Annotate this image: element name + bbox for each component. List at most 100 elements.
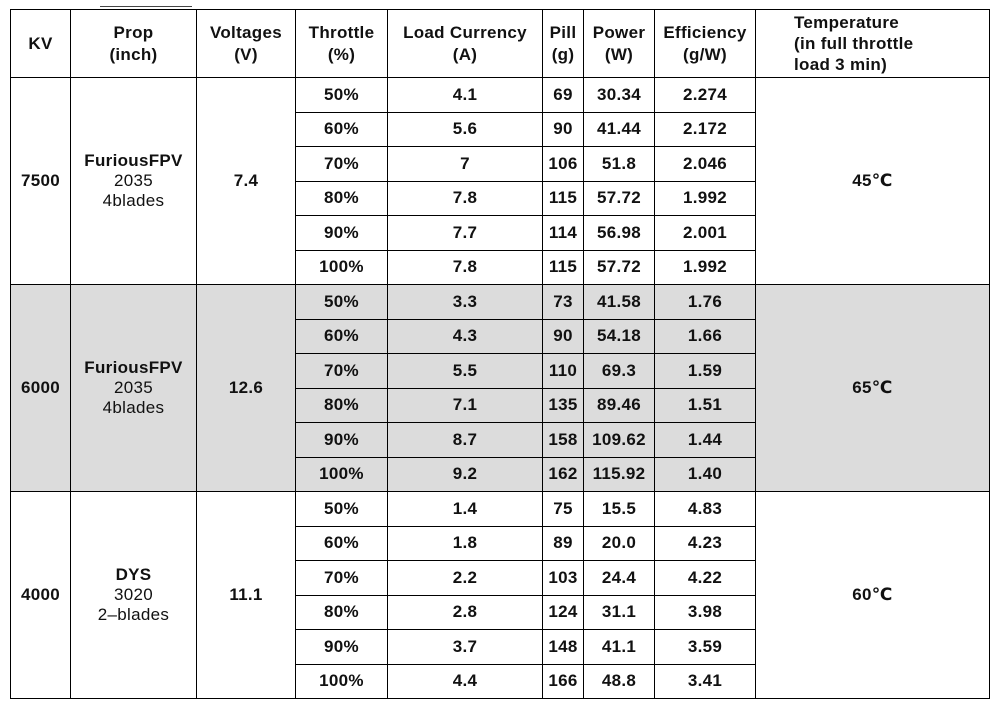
- efficiency-cell: 4.23: [654, 525, 756, 561]
- efficiency-cell: 1.44: [654, 422, 756, 458]
- current-cell: 4.3: [387, 318, 543, 354]
- current-cell: 8.7: [387, 422, 543, 458]
- pill-cell: 148: [542, 629, 584, 665]
- power-cell: 15.5: [583, 491, 655, 527]
- prop-size: 3020: [113, 585, 154, 604]
- throttle-cell: 80%: [295, 387, 388, 423]
- efficiency-cell: 3.41: [654, 663, 756, 699]
- pill-cell: 90: [542, 111, 584, 147]
- efficiency-cell: 3.98: [654, 594, 756, 630]
- current-cell: 2.2: [387, 560, 543, 596]
- table-row: 60% 1.8 89 20.0 4.23: [11, 525, 990, 561]
- efficiency-cell: 1.40: [654, 456, 756, 492]
- table-row: 60% 5.6 90 41.44 2.172: [11, 111, 990, 147]
- current-cell: 7.1: [387, 387, 543, 423]
- prop-name: FuriousFPV: [84, 151, 183, 170]
- table-row: 7500 FuriousFPV 2035 4blades 7.4 50% 4.1 69 30.3…: [10, 77, 990, 285]
- table-row: 6000 FuriousFPV 2035 4blades 12.6 50% 3.3 73 41.…: [10, 284, 990, 492]
- throttle-cell: 60%: [295, 318, 388, 354]
- header-efficiency: Efficiency (g/W): [654, 9, 756, 78]
- power-cell: 48.8: [583, 663, 655, 699]
- header-power: Power (W): [583, 9, 655, 78]
- pill-cell: 90: [542, 318, 584, 354]
- voltage-cell: 12.6: [196, 284, 296, 492]
- power-cell: 31.1: [583, 594, 655, 630]
- table-row: 70% 7 106 51.8 2.046: [11, 146, 990, 182]
- efficiency-cell: 1.51: [654, 387, 756, 423]
- power-cell: 56.98: [583, 215, 655, 251]
- power-cell: 69.3: [583, 353, 655, 389]
- pill-cell: 115: [542, 180, 584, 216]
- efficiency-cell: 1.76: [654, 284, 756, 320]
- temperature-cell: 45℃: [755, 77, 990, 285]
- throttle-cell: 90%: [295, 629, 388, 665]
- pill-cell: 69: [542, 77, 584, 113]
- efficiency-cell: 2.274: [654, 77, 756, 113]
- prop-blades: 2–blades: [97, 605, 170, 624]
- current-cell: 5.6: [387, 111, 543, 147]
- throttle-cell: 100%: [295, 456, 388, 492]
- pill-cell: 135: [542, 387, 584, 423]
- prop-size: 2035: [113, 171, 154, 190]
- power-cell: 89.46: [583, 387, 655, 423]
- pill-cell: 106: [542, 146, 584, 182]
- current-cell: 7.7: [387, 215, 543, 251]
- throttle-cell: 60%: [295, 111, 388, 147]
- efficiency-cell: 1.992: [654, 180, 756, 216]
- current-cell: 2.8: [387, 594, 543, 630]
- table-row: 100% 9.2 162 115.92 1.40: [11, 456, 990, 492]
- efficiency-cell: 4.83: [654, 491, 756, 527]
- current-cell: 1.4: [387, 491, 543, 527]
- prop-name: DYS: [115, 565, 152, 584]
- current-cell: 1.8: [387, 525, 543, 561]
- efficiency-cell: 4.22: [654, 560, 756, 596]
- prop-blades: 4blades: [102, 191, 165, 210]
- current-cell: 7: [387, 146, 543, 182]
- power-cell: 41.1: [583, 629, 655, 665]
- table-row: 80% 2.8 124 31.1 3.98: [11, 594, 990, 630]
- pill-cell: 114: [542, 215, 584, 251]
- table-row: 90% 3.7 148 41.1 3.59: [11, 629, 990, 665]
- throttle-cell: 70%: [295, 353, 388, 389]
- power-cell: 51.8: [583, 146, 655, 182]
- header-temperature: Temperature (in full throttle load 3 min): [755, 9, 990, 78]
- header-kv: KV: [10, 9, 71, 78]
- header-row: KV Prop (inch) Voltages (V) Throttle (%) Lo…: [10, 9, 990, 78]
- throttle-cell: 50%: [295, 491, 388, 527]
- prop-cell: FuriousFPV 2035 4blades: [70, 284, 197, 492]
- pill-cell: 158: [542, 422, 584, 458]
- pill-cell: 89: [542, 525, 584, 561]
- power-cell: 20.0: [583, 525, 655, 561]
- header-voltages: Voltages (V): [196, 9, 296, 78]
- prop-name: FuriousFPV: [84, 358, 183, 377]
- table-row: 90% 7.7 114 56.98 2.001: [11, 215, 990, 251]
- efficiency-cell: 2.046: [654, 146, 756, 182]
- power-cell: 57.72: [583, 180, 655, 216]
- current-cell: 3.7: [387, 629, 543, 665]
- current-cell: 7.8: [387, 180, 543, 216]
- power-cell: 57.72: [583, 249, 655, 285]
- prop-size: 2035: [113, 378, 154, 397]
- current-cell: 7.8: [387, 249, 543, 285]
- power-cell: 54.18: [583, 318, 655, 354]
- throttle-cell: 90%: [295, 422, 388, 458]
- throttle-cell: 90%: [295, 215, 388, 251]
- table-row: 4000 DYS 3020 2–blades 11.1 50% 1.4 75 15.5 4.83 6…: [10, 491, 990, 699]
- power-cell: 41.58: [583, 284, 655, 320]
- throttle-cell: 70%: [295, 560, 388, 596]
- table-row: 90% 8.7 158 109.62 1.44: [11, 422, 990, 458]
- header-throttle: Throttle (%): [295, 9, 388, 78]
- pill-cell: 110: [542, 353, 584, 389]
- current-cell: 3.3: [387, 284, 543, 320]
- header-pill: Pill (g): [542, 9, 584, 78]
- efficiency-cell: 2.172: [654, 111, 756, 147]
- pill-cell: 75: [542, 491, 584, 527]
- throttle-cell: 80%: [295, 594, 388, 630]
- pill-cell: 103: [542, 560, 584, 596]
- efficiency-cell: 1.66: [654, 318, 756, 354]
- power-cell: 24.4: [583, 560, 655, 596]
- kv-cell: 4000: [10, 491, 71, 699]
- current-cell: 5.5: [387, 353, 543, 389]
- voltage-cell: 11.1: [196, 491, 296, 699]
- current-cell: 4.1: [387, 77, 543, 113]
